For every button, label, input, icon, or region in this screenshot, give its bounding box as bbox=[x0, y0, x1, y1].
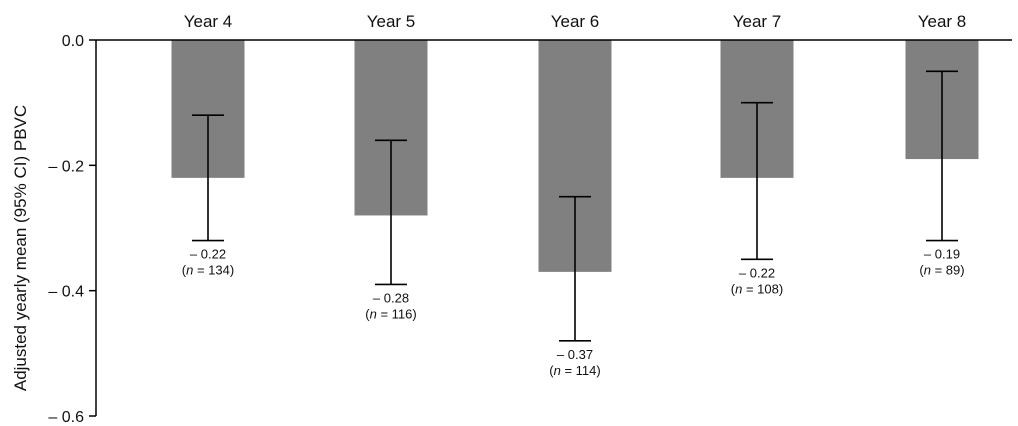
y-tick-label: 0.0 bbox=[62, 33, 84, 50]
category-label: Year 4 bbox=[184, 12, 233, 31]
data-labels-group: – 0.22(n = 134)– 0.28(n = 116)– 0.37(n =… bbox=[182, 247, 965, 378]
value-label: – 0.37 bbox=[557, 347, 593, 362]
y-axis-label: Adjusted yearly mean (95% CI) PBVC bbox=[11, 105, 30, 391]
n-label: (n = 134) bbox=[182, 263, 234, 278]
axes-group: 0.0 – 0.2 – 0.4 – 0.6 Year 4 Year 5 Year 6 Year… bbox=[11, 12, 1012, 426]
n-label: (n = 116) bbox=[365, 306, 416, 321]
y-tick-label: – 0.2 bbox=[48, 158, 84, 175]
value-label: – 0.28 bbox=[373, 290, 409, 305]
category-label: Year 6 bbox=[551, 12, 600, 31]
value-label: – 0.22 bbox=[739, 265, 775, 280]
error-bars-group bbox=[192, 70, 958, 342]
y-tick-label: – 0.6 bbox=[48, 409, 84, 426]
value-label: – 0.22 bbox=[190, 247, 226, 262]
value-label: – 0.19 bbox=[924, 247, 960, 262]
n-label: (n = 108) bbox=[731, 281, 783, 296]
y-tick-label: – 0.4 bbox=[48, 284, 84, 301]
n-label: (n = 89) bbox=[919, 263, 964, 278]
category-label: Year 5 bbox=[367, 12, 416, 31]
category-label: Year 8 bbox=[918, 12, 967, 31]
category-label: Year 7 bbox=[733, 12, 782, 31]
n-label: (n = 114) bbox=[549, 363, 600, 378]
